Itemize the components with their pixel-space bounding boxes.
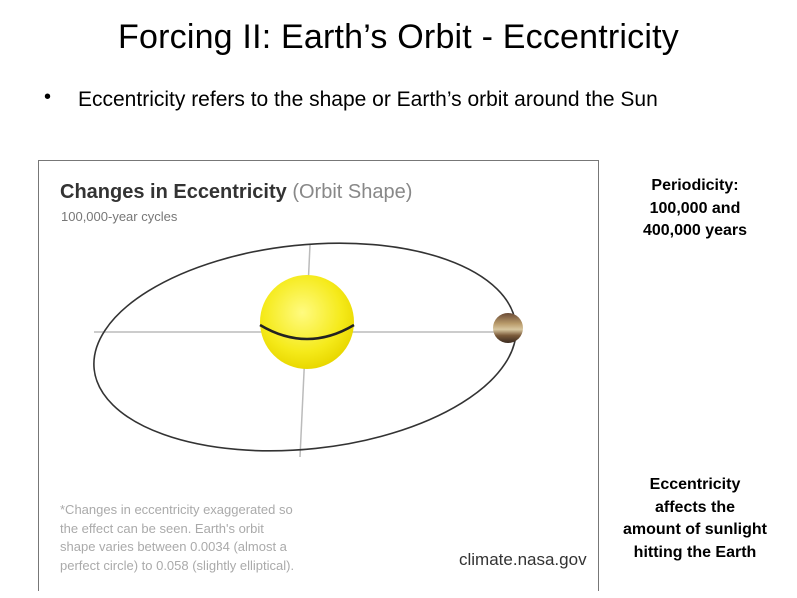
effect-line: Eccentricity xyxy=(649,476,741,493)
bullet-text: Eccentricity refers to the shape or Eart… xyxy=(78,88,658,111)
eccentricity-figure: Changes in Eccentricity (Orbit Shape) 10… xyxy=(38,160,599,591)
orbit-diagram xyxy=(93,242,523,458)
footnote-line: shape varies between 0.0034 (almost a xyxy=(60,539,287,554)
footnote-line: *Changes in eccentricity exaggerated so xyxy=(60,502,293,517)
footnote-line: the effect can be seen. Earth's orbit xyxy=(60,520,264,536)
periodicity-line: 400,000 years xyxy=(642,222,748,239)
figure-subtitle: 100,000-year cycles xyxy=(61,209,178,224)
effect-line: amount of sunlight xyxy=(623,521,767,538)
effect-note: Eccentricity affects the amount of sunli… xyxy=(605,474,785,564)
figure-title-bold: Changes in Eccentricity xyxy=(60,181,287,203)
figure-title-paren: (Orbit Shape) xyxy=(292,181,413,203)
slide-title: Forcing II: Earth’s Orbit - Eccentricity xyxy=(118,18,679,56)
earth xyxy=(493,313,523,343)
footnote-line: perfect circle) to 0.058 (slightly ellip… xyxy=(60,557,295,573)
periodicity-line: Periodicity: xyxy=(651,177,739,194)
figure-title: Changes in Eccentricity (Orbit Shape) xyxy=(60,181,412,204)
effect-line: affects the xyxy=(654,498,736,516)
bullet-dot: • xyxy=(44,86,52,108)
effect-line: hitting the Earth xyxy=(633,543,757,561)
periodicity-note: Periodicity: 100,000 and 400,000 years xyxy=(605,175,785,243)
sun xyxy=(260,275,354,369)
figure-footnote: *Changes in eccentricity exaggerated so … xyxy=(60,501,340,575)
figure-credit: climate.nasa.gov xyxy=(459,550,587,569)
periodicity-line: 100,000 and xyxy=(649,199,741,217)
sun-equator xyxy=(259,323,355,341)
